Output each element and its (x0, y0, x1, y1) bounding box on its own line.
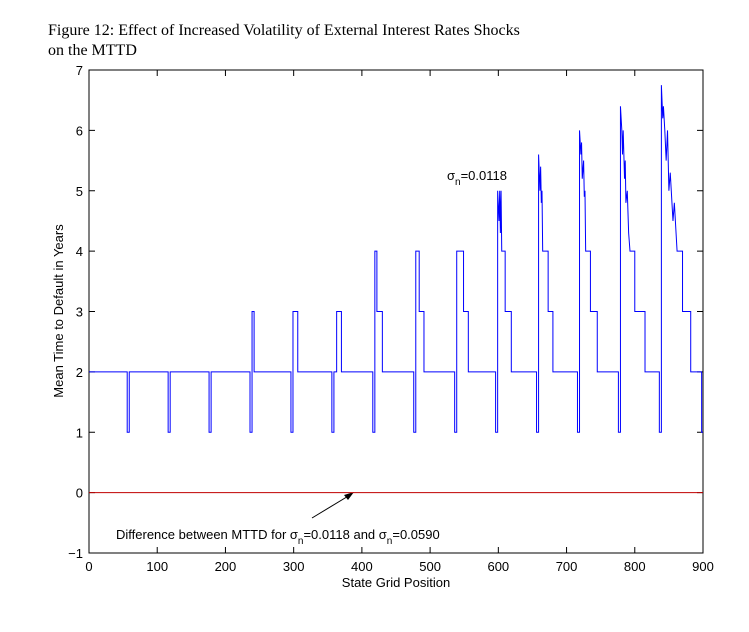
x-tick-label: 600 (487, 559, 509, 574)
plot-frame (88, 69, 704, 554)
annotation-text: σ (447, 168, 455, 183)
y-tick-label: 6 (76, 123, 83, 138)
chart-title-line: Figure 12: Effect of Increased Volatilit… (48, 22, 520, 39)
annotation: σn=0.0118 (447, 168, 507, 188)
annotation-subscript: n (298, 536, 304, 547)
annotation-text: =0.0118 and σ (303, 527, 386, 542)
x-tick-label: 100 (146, 559, 168, 574)
y-tick-label: 7 (76, 63, 83, 78)
annotation-text: =0.0118 (461, 168, 507, 183)
y-tick-label: 4 (76, 244, 83, 259)
y-tick-label: 1 (76, 425, 83, 440)
series-line (89, 85, 703, 433)
x-tick-label: 800 (624, 559, 646, 574)
x-tick-label: 900 (692, 559, 714, 574)
x-tick-label: 0 (85, 559, 92, 574)
chart-title-line: on the MTTD (48, 42, 137, 59)
annotation-arrowhead (344, 492, 354, 500)
x-tick-label: 500 (419, 559, 441, 574)
annotation-subscript: n (455, 177, 461, 188)
y-tick-label: 0 (76, 486, 83, 501)
x-tick-label: 200 (215, 559, 237, 574)
x-axis-label: State Grid Position (342, 575, 450, 590)
annotation-text: Difference between MTTD for σ (116, 527, 298, 542)
annotation-text: =0.0590 (392, 527, 439, 542)
annotation-arrow (311, 494, 351, 519)
annotation: Difference between MTTD for σn=0.0118 an… (116, 527, 440, 547)
x-tick-label: 400 (351, 559, 373, 574)
y-axis-label: Mean Time to Default in Years (51, 224, 66, 398)
x-tick-label: 300 (283, 559, 305, 574)
x-tick-label: 700 (556, 559, 578, 574)
annotation-subscript: n (387, 536, 393, 547)
y-tick-label: 3 (76, 305, 83, 320)
y-tick-label: 2 (76, 365, 83, 380)
y-tick-label: −1 (68, 546, 83, 561)
y-tick-label: 5 (76, 184, 83, 199)
